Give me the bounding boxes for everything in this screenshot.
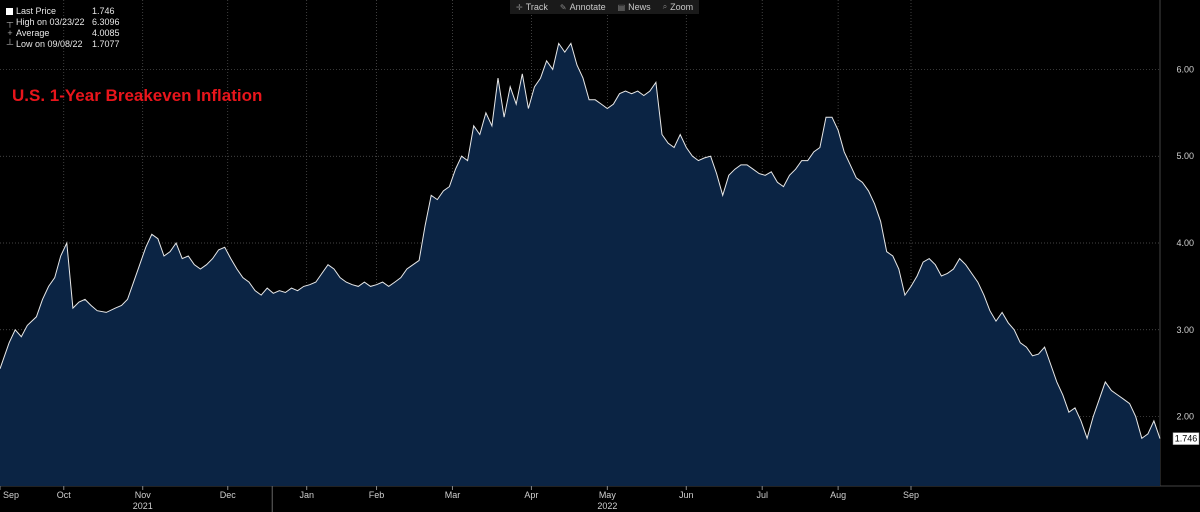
last-value-label: 1.746 xyxy=(1175,434,1198,444)
x-tick-label: Mar xyxy=(445,490,461,500)
x-tick-label: Aug xyxy=(830,490,846,500)
chart-toolbar: ✛ Track ✎ Annotate ▤ News ⌕ Zoom xyxy=(510,0,700,14)
y-axis: 2.00 3.00 4.00 5.00 6.00 xyxy=(1176,64,1194,421)
last-value-box xyxy=(1172,432,1200,445)
series-area xyxy=(0,43,1160,487)
track-button[interactable]: ✛ Track xyxy=(516,2,548,12)
series-line xyxy=(0,42,1161,440)
y-tick-label: 6.00 xyxy=(1176,64,1194,74)
x-tick-label: Sep xyxy=(903,490,919,500)
x-tick-label: May xyxy=(599,490,617,500)
x-tick-label: Nov xyxy=(135,490,152,500)
x-tick-label: Dec xyxy=(220,490,237,500)
news-button[interactable]: ▤ News xyxy=(617,2,651,12)
zoom-button[interactable]: ⌕ Zoom xyxy=(662,2,694,12)
x-tick-label: Apr xyxy=(524,490,538,500)
zoom-icon: ⌕ xyxy=(662,2,668,11)
high-marker-icon: ┬ xyxy=(6,17,14,27)
chart-title: U.S. 1-Year Breakeven Inflation xyxy=(12,86,263,105)
series-swatch-icon xyxy=(6,8,13,15)
news-icon: ▤ xyxy=(617,2,626,12)
year-label: 2021 xyxy=(133,501,153,511)
y-tick-label: 5.00 xyxy=(1176,151,1194,161)
x-tick-label: Sep xyxy=(3,490,19,500)
x-tick-label: Jan xyxy=(299,490,314,500)
average-marker-icon: + xyxy=(7,28,13,38)
legend-average: + Average 4.0085 xyxy=(7,28,120,38)
x-tick-label: Oct xyxy=(57,490,72,500)
legend: Last Price 1.746 ┬ High on 03/23/22 6.309… xyxy=(6,6,120,50)
annotate-button[interactable]: ✎ Annotate xyxy=(559,2,606,12)
x-tick-label: Jul xyxy=(756,490,768,500)
x-tick-label: Jun xyxy=(679,490,694,500)
x-axis: Sep Oct Nov Dec Jan Feb Mar Apr May Jun Jul Aug Sep 2… xyxy=(0,486,919,512)
last-value-marker: 1.746 xyxy=(1172,432,1200,445)
annotate-icon: ✎ xyxy=(559,2,567,12)
y-tick-label: 4.00 xyxy=(1176,238,1194,248)
legend-high: ┬ High on 03/23/22 6.3096 xyxy=(6,17,120,27)
x-tick-label: Feb xyxy=(369,490,385,500)
legend-last-price: Last Price 1.746 xyxy=(6,6,120,17)
y-tick-label: 3.00 xyxy=(1176,325,1194,335)
low-marker-icon: ┴ xyxy=(6,39,14,49)
legend-low: ┴ Low on 09/08/22 1.7077 xyxy=(6,39,120,49)
track-icon: ✛ xyxy=(516,2,523,12)
y-tick-label: 2.00 xyxy=(1176,412,1194,422)
year-label: 2022 xyxy=(597,501,617,511)
